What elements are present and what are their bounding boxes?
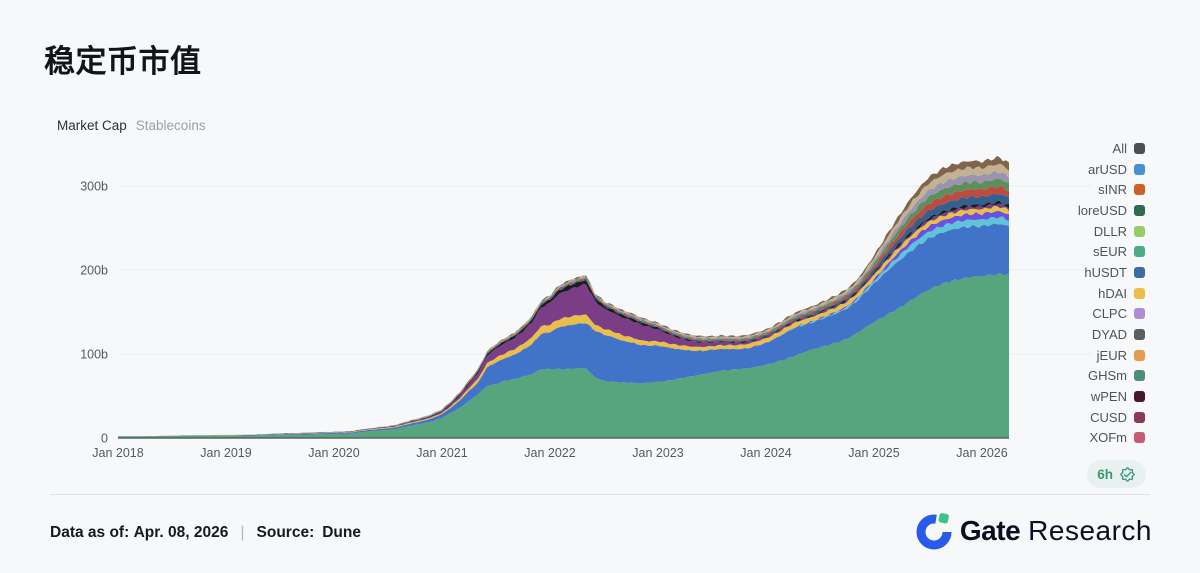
legend-item-label: DLLR bbox=[1093, 223, 1127, 239]
legend-color-swatch bbox=[1134, 411, 1145, 423]
legend-color-swatch bbox=[1134, 370, 1145, 382]
legend-item-label: hDAI bbox=[1098, 285, 1127, 301]
y-tick-label: 300b bbox=[80, 180, 108, 194]
legend-color-swatch bbox=[1134, 142, 1145, 154]
stacked-area-band bbox=[118, 216, 1009, 437]
stacked-area-band bbox=[118, 272, 1009, 438]
legend-item-label: XOFm bbox=[1089, 430, 1127, 443]
x-tick-label: Jan 2023 bbox=[632, 446, 683, 460]
footer-divider bbox=[50, 494, 1150, 495]
legend-item-label: CLPC bbox=[1092, 306, 1127, 322]
legend-item-label: CUSD bbox=[1090, 409, 1127, 425]
brand-name-bold: Gate bbox=[959, 515, 1021, 546]
stacked-area-band bbox=[118, 193, 1009, 437]
legend-color-swatch bbox=[1134, 163, 1145, 175]
legend-item-hdai[interactable]: hDAI bbox=[1035, 283, 1145, 304]
legend-item-label: arUSD bbox=[1087, 161, 1127, 177]
stacked-area-band bbox=[118, 205, 1009, 437]
verified-check-icon bbox=[1120, 466, 1135, 482]
x-tick-label: Jan 2025 bbox=[848, 446, 899, 460]
brand-name-light: Research bbox=[1028, 515, 1152, 546]
source-value: Dune bbox=[322, 524, 361, 541]
legend-item-xofm[interactable]: XOFm bbox=[1035, 428, 1145, 443]
legend-item-ghsm[interactable]: GHSm bbox=[1035, 366, 1145, 387]
legend-color-swatch bbox=[1134, 329, 1145, 341]
y-tick-label: 0 bbox=[101, 432, 108, 446]
legend-item-label: All bbox=[1112, 140, 1127, 156]
page-title: 稳定币市值 bbox=[44, 44, 202, 79]
x-tick-label: Jan 2026 bbox=[956, 446, 1007, 460]
data-as-of-label: Data as of: bbox=[50, 524, 130, 541]
legend-item-label: loreUSD bbox=[1077, 202, 1127, 218]
footer-note: Data as of: Apr. 08, 2026 | Source: Dune bbox=[50, 524, 361, 542]
legend-item-label: wPEN bbox=[1090, 389, 1127, 405]
chart-subtitle: Stablecoins bbox=[135, 118, 206, 133]
legend-color-swatch bbox=[1134, 308, 1145, 320]
y-tick-label: 200b bbox=[80, 264, 108, 278]
legend-item-label: GHSm bbox=[1088, 368, 1127, 384]
legend-item-cusd[interactable]: CUSD bbox=[1035, 407, 1145, 428]
x-tick-label: Jan 2018 bbox=[92, 446, 143, 460]
legend-item-loreusd[interactable]: loreUSD bbox=[1035, 200, 1145, 221]
chart-legend: All arUSD sINR loreUSD DLLR sEUR hUSDT hDAI CLPC… bbox=[1035, 138, 1145, 443]
legend-color-swatch bbox=[1134, 266, 1145, 278]
stacked-area-band bbox=[118, 223, 1009, 437]
legend-item-label: sINR bbox=[1098, 182, 1127, 198]
legend-item-clpc[interactable]: CLPC bbox=[1035, 304, 1145, 325]
chart-title: Market Cap bbox=[57, 118, 127, 133]
legend-item-dllr[interactable]: DLLR bbox=[1035, 221, 1145, 242]
legend-item-label: DYAD bbox=[1091, 327, 1127, 343]
legend-color-swatch bbox=[1134, 287, 1145, 299]
y-axis-labels: 0 100b 200b 300b bbox=[80, 180, 108, 446]
data-as-of-value: Apr. 08, 2026 bbox=[133, 524, 229, 541]
stacked-area-band bbox=[118, 178, 1009, 437]
source-label: Source: bbox=[256, 524, 315, 541]
x-axis-labels: Jan 2018 Jan 2019 Jan 2020 Jan 2021 Jan 2022… bbox=[92, 446, 1007, 460]
legend-item-sinr[interactable]: sINR bbox=[1035, 179, 1145, 200]
brand-logo: Gate Research bbox=[914, 511, 1152, 551]
x-tick-label: Jan 2021 bbox=[416, 446, 467, 460]
legend-color-swatch bbox=[1134, 184, 1145, 196]
x-tick-label: Jan 2024 bbox=[740, 446, 791, 460]
y-tick-label: 100b bbox=[80, 348, 108, 362]
footer-separator: | bbox=[240, 524, 245, 541]
refresh-interval-badge[interactable]: 6h bbox=[1087, 460, 1146, 488]
stacked-area-band bbox=[118, 200, 1009, 437]
legend-color-swatch bbox=[1134, 246, 1145, 258]
gate-logo-icon bbox=[916, 513, 952, 550]
legend-color-swatch bbox=[1134, 204, 1145, 216]
legend-item-arusd[interactable]: arUSD bbox=[1035, 159, 1145, 180]
x-tick-label: Jan 2020 bbox=[308, 446, 359, 460]
legend-item-dyad[interactable]: DYAD bbox=[1035, 324, 1145, 345]
legend-item-label: sEUR bbox=[1093, 244, 1127, 260]
legend-color-swatch bbox=[1134, 349, 1145, 361]
legend-color-swatch bbox=[1134, 225, 1145, 237]
legend-item-all[interactable]: All bbox=[1035, 138, 1145, 159]
stacked-area-band bbox=[118, 210, 1009, 437]
x-tick-label: Jan 2019 bbox=[200, 446, 251, 460]
legend-color-swatch bbox=[1134, 432, 1145, 443]
legend-color-swatch bbox=[1134, 391, 1145, 403]
legend-item-label: jEUR bbox=[1096, 347, 1127, 363]
legend-item-jeur[interactable]: jEUR bbox=[1035, 345, 1145, 366]
x-tick-label: Jan 2022 bbox=[524, 446, 575, 460]
legend-item-wpen[interactable]: wPEN bbox=[1035, 386, 1145, 407]
legend-item-label: hUSDT bbox=[1084, 264, 1127, 280]
chart-header: Market Cap Stablecoins bbox=[57, 118, 206, 133]
area-stack bbox=[118, 155, 1009, 438]
legend-item-husdt[interactable]: hUSDT bbox=[1035, 262, 1145, 283]
stacked-area-band bbox=[118, 163, 1009, 437]
legend-item-seur[interactable]: sEUR bbox=[1035, 241, 1145, 262]
refresh-interval-label: 6h bbox=[1097, 466, 1113, 482]
